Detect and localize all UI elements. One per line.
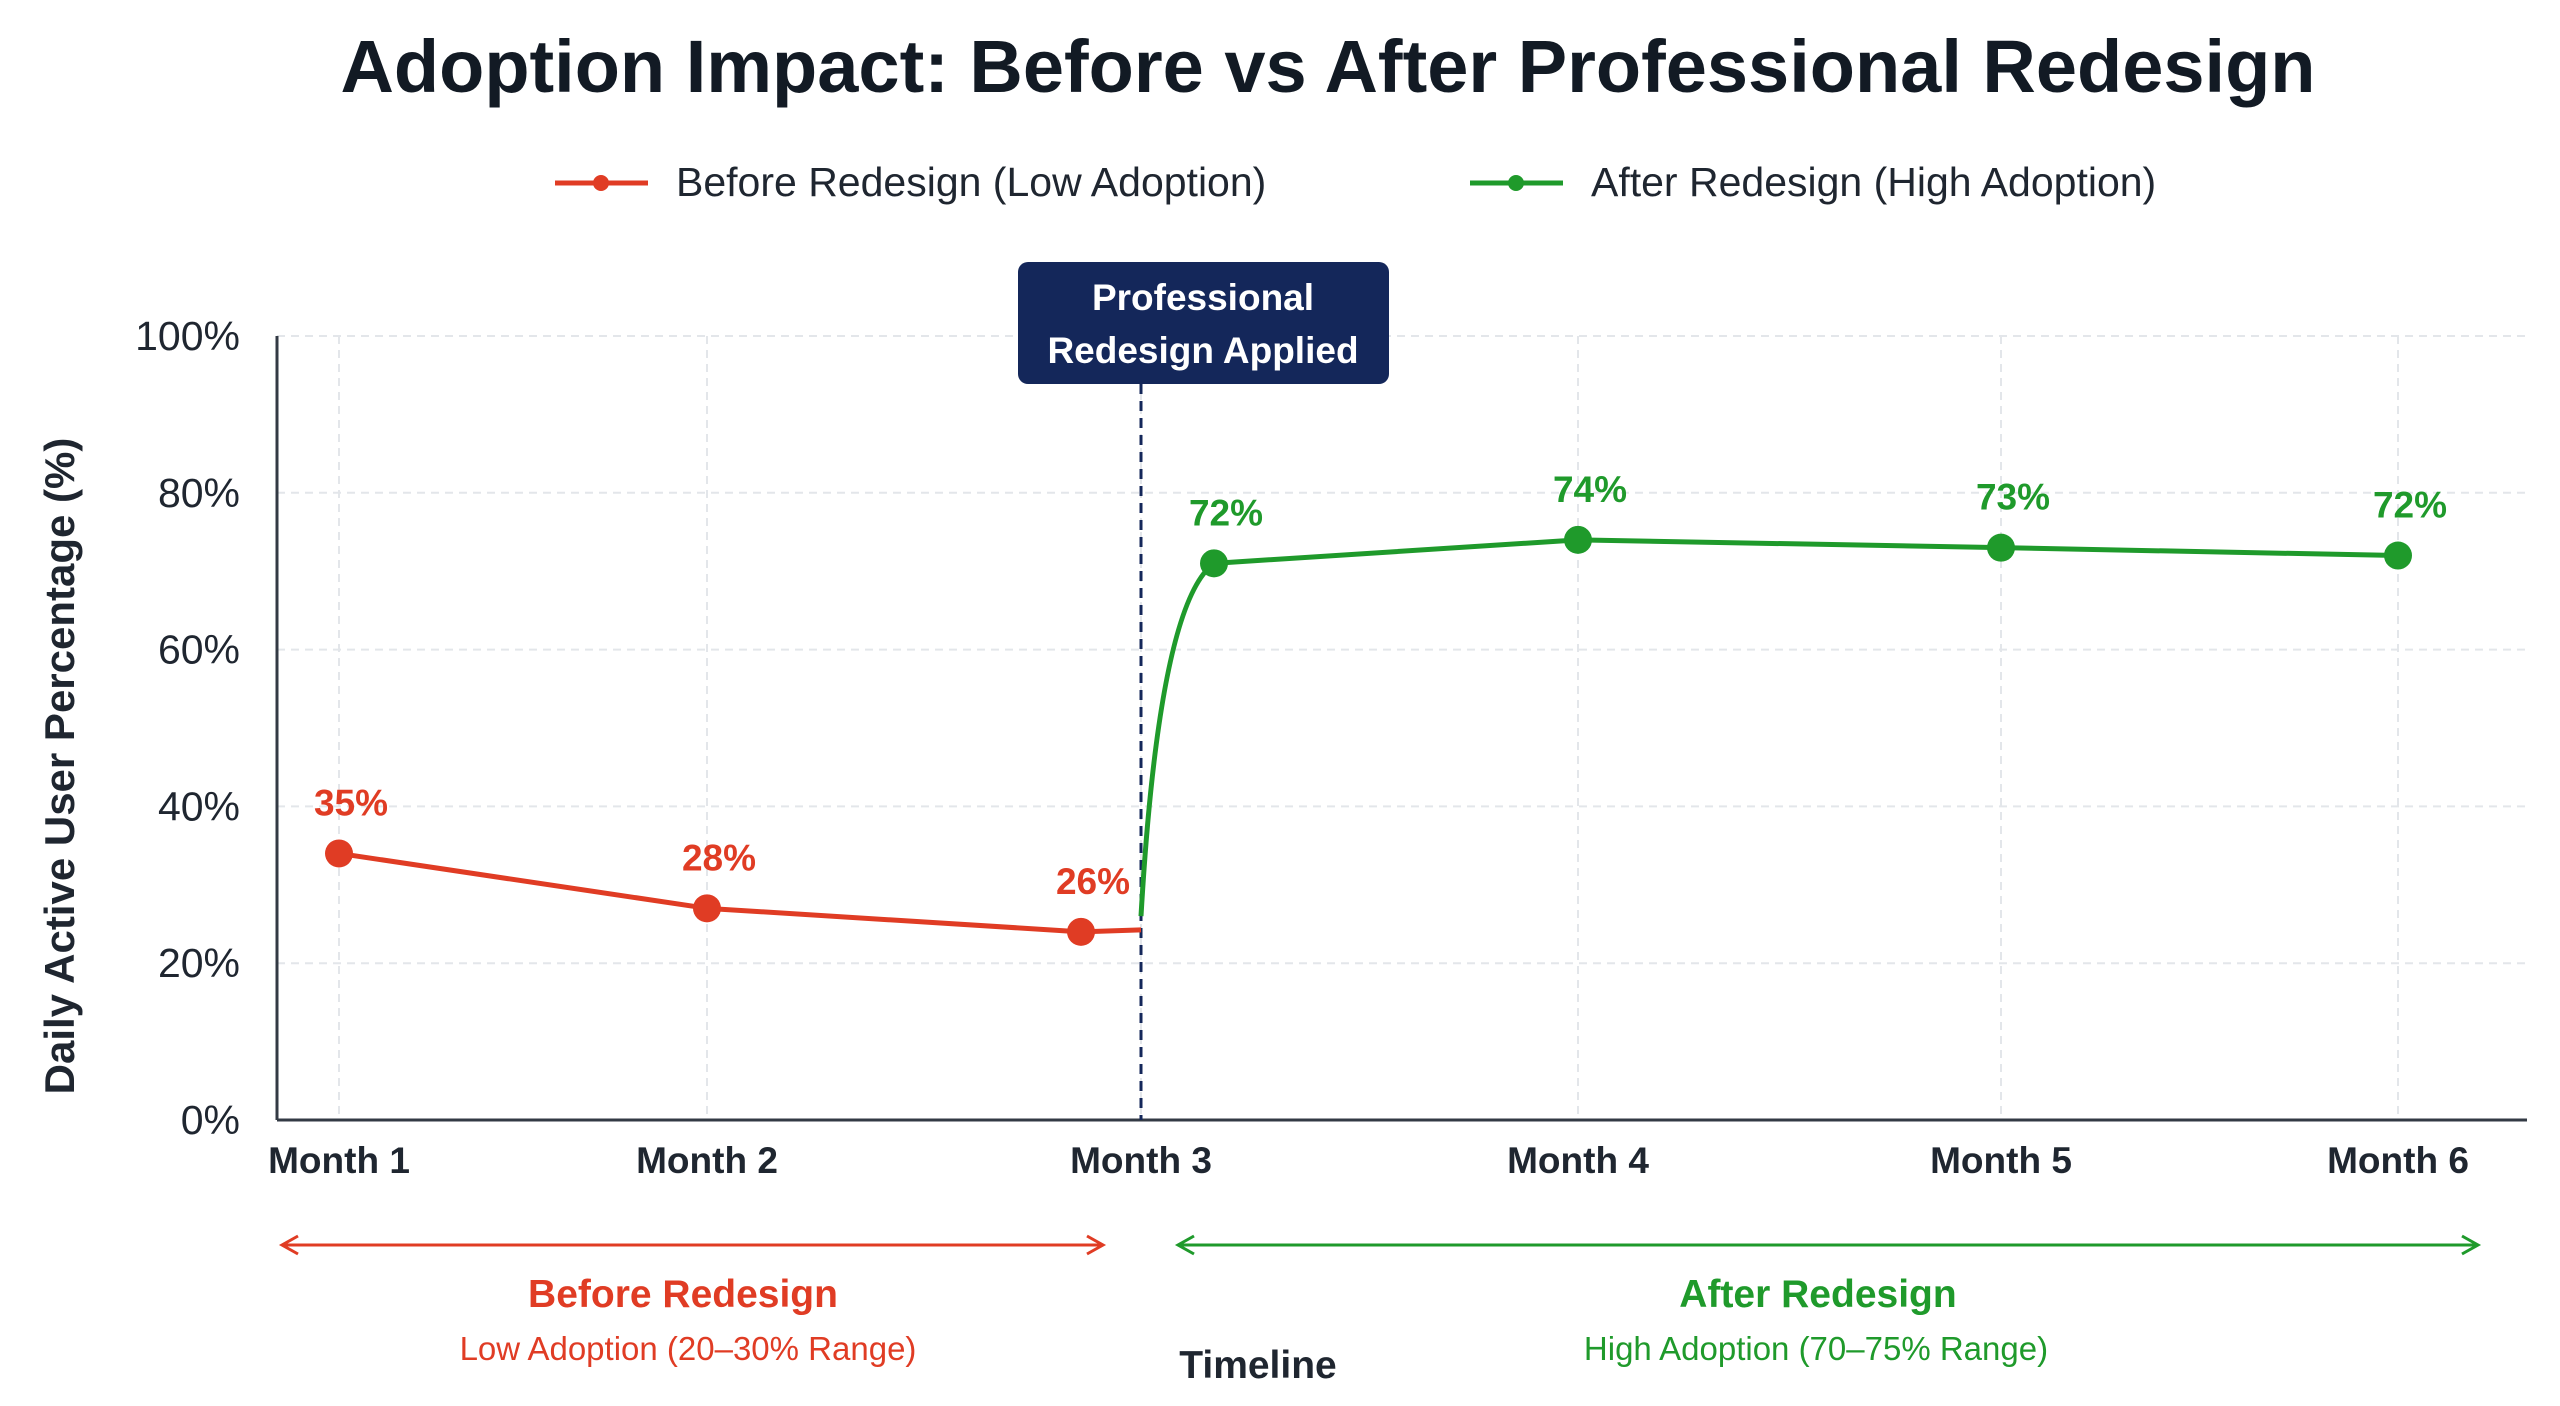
data-label: 72% [1189,492,1263,533]
data-label: 74% [1553,469,1627,510]
y-tick-label: 60% [158,627,240,673]
phase-after-arrowhead-left [1174,1234,1195,1256]
y-tick-label: 100% [135,313,240,359]
data-label: 73% [1976,477,2050,518]
data-label: 35% [314,782,388,823]
x-tick-label: Month 4 [1507,1140,1649,1181]
legend-item-before: Before Redesign (Low Adoption) [555,159,1266,205]
data-point [1987,533,2015,562]
y-axis-title: Daily Active User Percentage (%) [36,438,83,1095]
phase-before-arrowhead-left [278,1234,299,1256]
annotation-line-1: Professional [1092,277,1314,318]
series: 35% 28% 26% 72% 74% 73% 72% [314,469,2447,946]
legend: Before Redesign (Low Adoption) After Red… [555,159,2156,205]
phase-after-subtitle: High Adoption (70–75% Range) [1584,1330,2048,1367]
y-tick-label: 80% [158,470,240,516]
annotation-line-2: Redesign Applied [1047,330,1358,371]
x-tick-label: Month 1 [268,1140,410,1181]
y-tick-label: 40% [158,783,240,829]
data-label: 26% [1056,861,1130,902]
y-tick-label: 20% [158,940,240,986]
phase-before: Before Redesign Low Adoption (20–30% Ran… [278,1234,1107,1367]
y-tick-labels: 0% 20% 40% 60% 80% 100% [135,313,240,1143]
legend-item-after: After Redesign (High Adoption) [1470,159,2156,205]
x-tick-label: Month 2 [636,1140,778,1181]
annotation-box [1018,262,1389,384]
phase-after-title: After Redesign [1679,1273,1956,1316]
phase-after: After Redesign High Adoption (70–75% Ran… [1174,1234,2482,1367]
series-line [1138,537,2399,917]
series-after: 72% 74% 73% 72% [1138,469,2447,917]
data-point [1564,525,1592,554]
phase-before-subtitle: Low Adoption (20–30% Range) [460,1330,917,1367]
series-line [338,850,1142,935]
x-tick-label: Month 6 [2327,1140,2469,1181]
data-point [1200,549,1228,578]
data-point [325,839,353,868]
redesign-annotation: Professional Redesign Applied [1018,262,1389,384]
series-before: 35% 28% 26% [314,782,1142,946]
data-label: 72% [2373,485,2447,526]
chart-title: Adoption Impact: Before vs After Profess… [340,25,2315,108]
legend-label-after: After Redesign (High Adoption) [1591,159,2156,205]
data-point [2384,541,2412,570]
phase-before-arrowhead-right [1086,1234,1107,1256]
grid [277,335,2527,1120]
phase-after-arrowhead-right [2461,1234,2482,1256]
data-point [1067,917,1095,946]
x-tick-label: Month 5 [1930,1140,2072,1181]
legend-marker-after [1508,175,1524,191]
legend-marker-before [593,175,609,191]
x-tick-label: Month 3 [1070,1140,1212,1181]
x-tick-labels: Month 1 Month 2 Month 3 Month 4 Month 5 Month… [268,1140,2469,1181]
data-point [693,894,721,923]
x-axis-title: Timeline [1179,1344,1337,1387]
phase-before-title: Before Redesign [528,1273,838,1316]
y-tick-label: 0% [181,1097,240,1143]
legend-label-before: Before Redesign (Low Adoption) [676,159,1266,205]
data-label: 28% [682,837,756,878]
